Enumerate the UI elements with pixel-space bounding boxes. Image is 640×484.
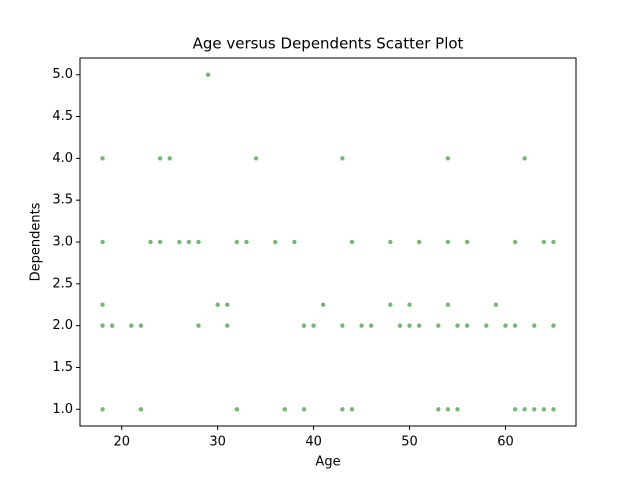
point — [100, 302, 105, 307]
point — [177, 239, 182, 245]
point — [445, 156, 451, 161]
point — [215, 302, 220, 307]
point — [253, 156, 259, 161]
point — [397, 323, 403, 328]
x-tick-label: 20 — [113, 435, 130, 450]
y-tick-label: 5.0 — [52, 67, 73, 82]
point — [148, 239, 153, 245]
point — [225, 302, 230, 307]
point — [512, 239, 518, 245]
point — [551, 239, 556, 245]
point — [138, 323, 144, 328]
point — [464, 323, 470, 328]
point — [445, 239, 451, 245]
point — [522, 156, 527, 161]
point — [484, 323, 489, 328]
point — [436, 323, 441, 328]
point — [512, 407, 518, 412]
point — [129, 323, 134, 328]
point — [100, 407, 105, 412]
point — [340, 156, 345, 161]
y-tick-label: 3.5 — [52, 193, 73, 208]
point — [388, 239, 393, 245]
point — [349, 407, 355, 412]
point — [416, 323, 422, 328]
x-tick-label: 40 — [305, 435, 322, 450]
point — [455, 323, 460, 328]
plot-frame — [79, 57, 577, 427]
point — [388, 302, 393, 307]
point — [244, 239, 249, 245]
y-tick-label: 2.5 — [52, 276, 73, 291]
y-tick-label: 4.5 — [52, 109, 73, 124]
point — [349, 239, 355, 245]
point — [301, 323, 307, 328]
y-tick-label: 3.0 — [52, 235, 73, 250]
point — [512, 323, 518, 328]
point — [493, 302, 499, 307]
point — [157, 156, 163, 161]
point — [541, 407, 547, 412]
chart-title: Age versus Dependents Scatter Plot — [193, 35, 464, 53]
point — [551, 407, 556, 412]
point — [273, 239, 278, 245]
point — [503, 323, 508, 328]
y-tick-label: 1.5 — [52, 360, 73, 375]
point — [416, 239, 422, 245]
point — [340, 323, 345, 328]
point — [292, 239, 297, 245]
y-tick-label: 4.0 — [52, 151, 73, 166]
point — [167, 156, 172, 161]
point — [282, 407, 288, 412]
point — [464, 239, 470, 245]
point — [445, 302, 451, 307]
point — [100, 239, 105, 245]
point — [311, 323, 316, 328]
point — [445, 407, 451, 412]
point — [340, 407, 345, 412]
point — [532, 407, 537, 412]
point — [522, 407, 527, 412]
y-axis-label: Dependents — [29, 202, 44, 281]
point — [196, 323, 201, 328]
point — [234, 407, 240, 412]
point — [157, 239, 163, 245]
x-tick-label: 30 — [209, 435, 226, 450]
point — [301, 407, 307, 412]
point — [455, 407, 460, 412]
point — [407, 302, 412, 307]
point — [186, 239, 192, 245]
point — [407, 323, 412, 328]
point — [368, 323, 374, 328]
point — [436, 407, 441, 412]
x-tick-label: 60 — [497, 435, 514, 450]
point — [225, 323, 230, 328]
x-axis-label: Age — [315, 455, 340, 470]
point — [196, 239, 201, 245]
point — [100, 156, 105, 161]
point — [321, 302, 326, 307]
point — [541, 239, 547, 245]
point — [138, 407, 144, 412]
point — [109, 323, 115, 328]
y-tick-label: 1.0 — [52, 402, 73, 417]
point — [532, 323, 537, 328]
point — [205, 72, 211, 77]
point — [100, 323, 105, 328]
y-tick-label: 2.0 — [52, 318, 73, 333]
x-tick-label: 50 — [401, 435, 418, 450]
point — [234, 239, 240, 245]
point — [551, 323, 556, 328]
point — [359, 323, 364, 328]
